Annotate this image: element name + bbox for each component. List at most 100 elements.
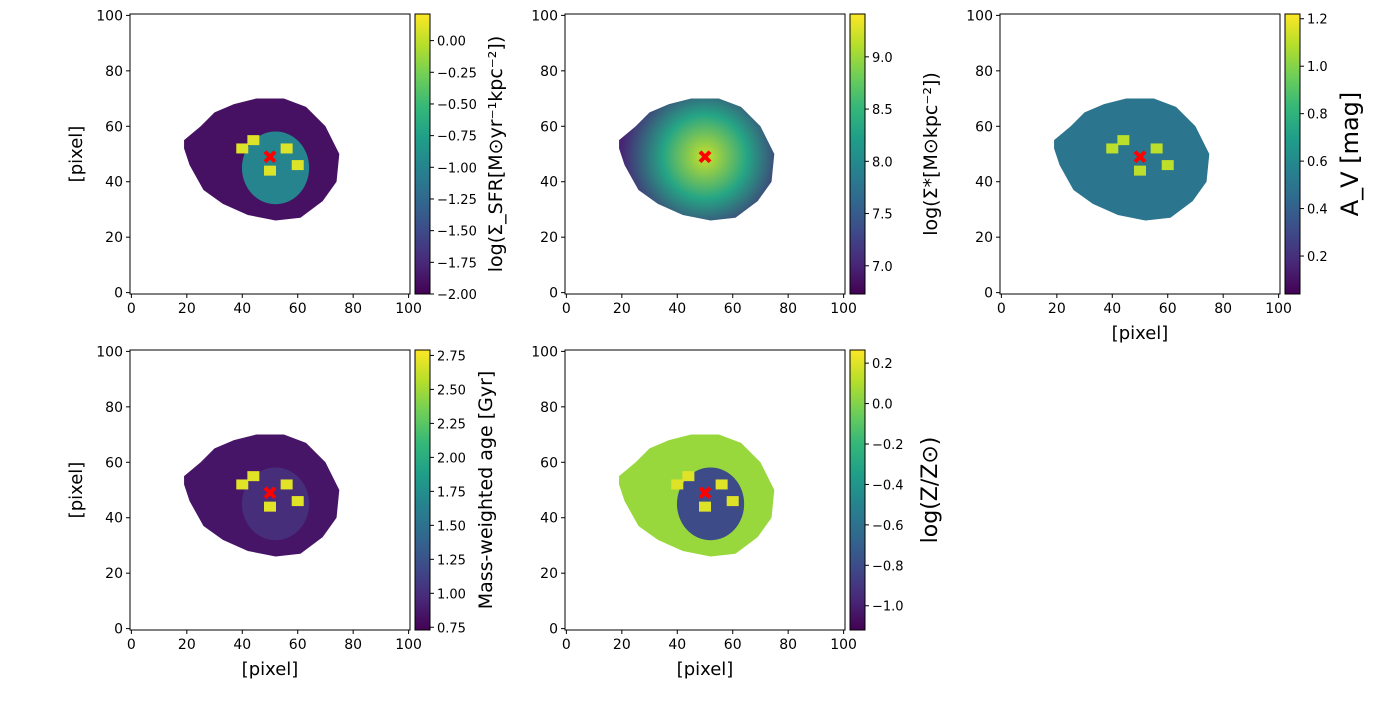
galaxy-bright-region [291,160,304,171]
x-tick-label: 80 [779,637,797,653]
y-tick-label: 80 [540,64,558,80]
x-tick-label: 60 [724,301,742,317]
galaxy-bright-region [715,479,728,490]
y-tick-label: 60 [105,455,123,471]
y-axis-label: [pixel] [66,462,87,519]
colorbar-tick-label: 1.0 [1307,60,1328,75]
x-tick-label: 0 [127,301,136,317]
galaxy-bright-region [682,471,695,482]
y-tick-label: 40 [105,175,123,191]
x-tick-label: 40 [233,301,251,317]
x-tick-label: 40 [233,637,251,653]
panel-sfr: 00 20 20 40 40 60 60 80 80 100 100 [pixel] 0.00 −0.25… [66,8,507,317]
y-tick-label: 80 [975,64,993,80]
y-tick-label: 0 [549,622,558,638]
x-tick-label: 60 [289,637,307,653]
x-tick-label: 20 [178,301,196,317]
y-tick-label: 20 [105,230,123,246]
colorbar-tick-label: 2.25 [437,417,466,432]
y-tick-label: 60 [540,119,558,135]
panel-metal: 00 20 20 40 40 60 60 80 80 100 100 [pixel] 0.2 0.0 −0.… [531,344,943,680]
axes-frame [564,349,846,631]
colorbar-tick-label: 2.50 [437,383,466,398]
axes-frame [129,349,411,631]
y-tick-label: 80 [105,400,123,416]
colorbar-tick-label: 7.5 [872,208,893,223]
x-tick-label: 20 [1048,301,1066,317]
galaxy-bright-region [726,496,739,507]
galaxy-bright-region [699,501,711,512]
colorbar-tick-label: 8.0 [872,155,893,170]
x-tick-label: 100 [395,301,422,317]
x-tick-label: 20 [178,637,196,653]
colorbar-label: log(Z/Z⊙) [918,437,943,544]
colorbar-tick-label: −0.75 [437,130,477,145]
x-tick-label: 40 [668,301,686,317]
colorbar-tick-label: −1.00 [437,161,477,176]
y-tick-label: 40 [975,175,993,191]
colorbar-tick-label: 0.75 [437,621,466,636]
colorbar-tick-label: −1.0 [872,600,904,615]
y-tick-label: 0 [549,286,558,302]
x-tick-label: 40 [1103,301,1121,317]
galaxy-bright-region [247,471,260,482]
colorbar-tick-label: 0.6 [1307,155,1328,170]
x-axis-label: [pixel] [242,659,299,680]
x-tick-label: 100 [830,637,857,653]
x-tick-label: 0 [562,301,571,317]
axes-frame [564,13,846,295]
y-tick-label: 100 [96,344,123,360]
x-tick-label: 20 [613,301,631,317]
y-tick-label: 100 [531,8,558,24]
y-tick-label: 60 [540,455,558,471]
y-tick-label: 20 [540,230,558,246]
x-tick-label: 60 [724,637,742,653]
y-tick-label: 80 [540,400,558,416]
galaxy-bright-region [1134,165,1146,176]
colorbar-tick-label: 0.00 [437,35,466,50]
x-tick-label: 0 [997,301,1006,317]
galaxy-bright-region [291,496,304,507]
y-tick-label: 20 [975,230,993,246]
x-axis-label: [pixel] [1112,323,1169,344]
colorbar-tick-label: −0.8 [872,559,904,574]
galaxy-bright-region [1150,143,1163,154]
galaxy-bright-region [1117,135,1130,146]
colorbar-label: Mass-weighted age [Gyr] [475,371,497,610]
colorbar-tick-label: −0.6 [872,519,904,534]
colorbar-tick-label: 1.25 [437,553,466,568]
colorbar-label: A_V [mag] [1336,92,1364,217]
colorbar-tick-label: −0.25 [437,66,477,81]
panel-age: 00 20 20 40 40 60 60 80 80 100 100 [pixel] [pixel] 2.… [66,344,497,680]
x-tick-label: 80 [1214,301,1232,317]
y-tick-label: 40 [540,175,558,191]
y-tick-label: 100 [531,344,558,360]
colorbar-tick-label: 8.5 [872,103,893,118]
x-tick-label: 20 [613,637,631,653]
y-tick-label: 20 [105,566,123,582]
x-tick-label: 100 [1265,301,1292,317]
panel-av: 00 20 20 40 40 60 60 80 80 100 100 [pixel] 1.2 1.0 0.8… [966,8,1364,344]
colorbar-tick-label: 2.00 [437,451,466,466]
colorbar-tick-label: −1.75 [437,256,477,271]
x-tick-label: 0 [562,637,571,653]
galaxy-bright-region [671,479,684,490]
x-tick-label: 0 [127,637,136,653]
galaxy-map [619,98,775,221]
y-axis-label: [pixel] [66,126,87,183]
galaxy-bright-region [1106,143,1119,154]
axes-frame [129,13,411,295]
colorbar [414,349,431,631]
galaxy-bright-region [236,143,249,154]
y-tick-label: 40 [105,511,123,527]
colorbar-tick-label: 9.0 [872,51,893,66]
colorbar [414,13,431,295]
galaxy-bright-region [1161,160,1174,171]
colorbar-tick-label: −0.2 [872,438,904,453]
x-tick-label: 60 [289,301,307,317]
x-tick-label: 80 [779,301,797,317]
y-tick-label: 80 [105,64,123,80]
y-tick-label: 100 [96,8,123,24]
y-tick-label: 60 [105,119,123,135]
y-tick-label: 40 [540,511,558,527]
